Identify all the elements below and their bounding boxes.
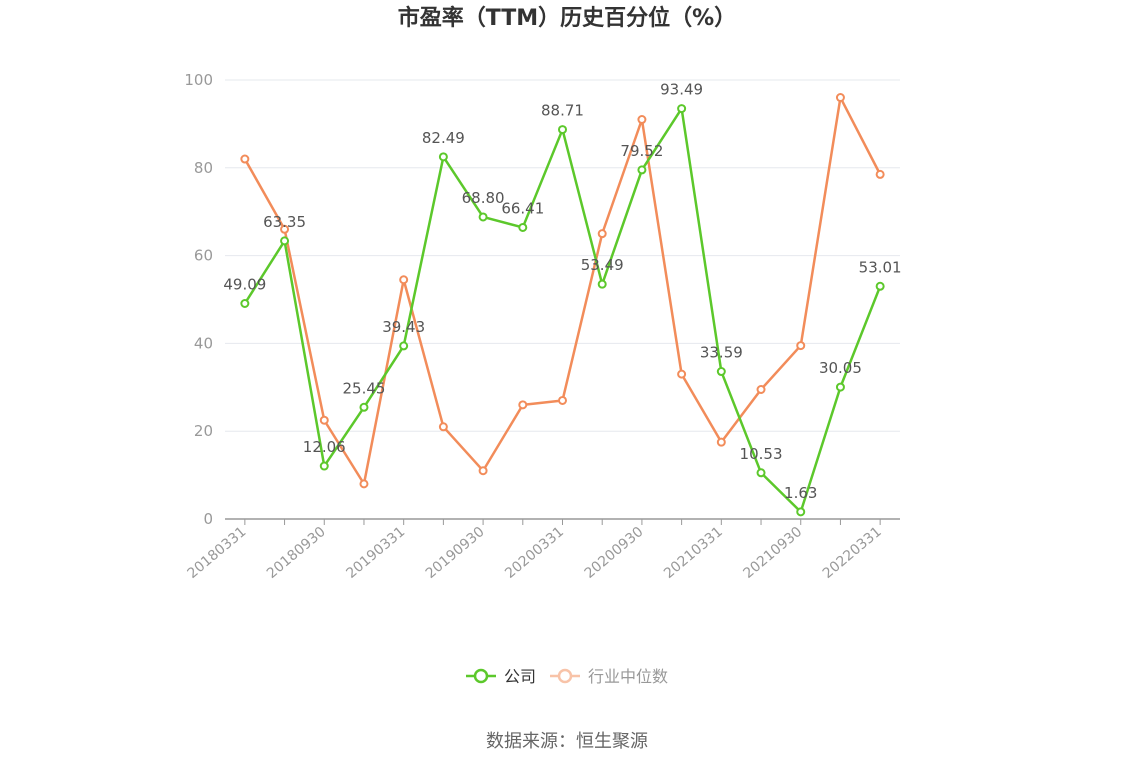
data-labels: 49.09 63.35 12.06 25.45 39.43 82.49 68.8066.41…	[223, 81, 901, 502]
data-point[interactable]	[518, 222, 528, 232]
legend-marker	[557, 668, 573, 684]
data-label: 33.59	[700, 344, 743, 362]
data-point[interactable]	[756, 384, 766, 394]
grid	[225, 79, 900, 432]
data-point[interactable]	[399, 275, 409, 285]
data-label: 63.35	[263, 213, 306, 231]
data-point[interactable]	[478, 466, 488, 476]
data-point[interactable]	[438, 422, 448, 432]
series-line-1	[243, 96, 882, 486]
data-point[interactable]	[796, 507, 806, 517]
data-point[interactable]	[835, 382, 845, 392]
y-tick-label: 0	[203, 510, 213, 528]
data-label: 53.49	[581, 256, 624, 274]
data-label: 12.06	[303, 438, 346, 456]
x-tick-label: 20210331	[661, 524, 726, 582]
data-label: 30.05	[819, 359, 862, 377]
data-point[interactable]	[835, 93, 845, 103]
data-point[interactable]	[558, 125, 567, 135]
x-tick-label: 20220331	[820, 524, 885, 582]
data-point[interactable]	[558, 395, 567, 405]
x-tick-label: 20190930	[423, 524, 488, 582]
data-label: 68.80	[462, 189, 505, 207]
legend-marker	[473, 668, 489, 684]
x-tick-label: 20180930	[264, 524, 329, 582]
data-point[interactable]	[716, 437, 726, 447]
data-label: 82.49	[422, 129, 465, 147]
data-point[interactable]	[677, 369, 687, 379]
legend-item-0[interactable]: 公司	[466, 667, 536, 686]
data-point[interactable]	[478, 212, 488, 222]
data-label: 1.63	[784, 484, 817, 502]
data-label: 93.49	[660, 81, 703, 99]
data-point[interactable]	[796, 341, 806, 351]
data-label: 25.45	[342, 379, 385, 397]
data-label: 79.52	[620, 142, 663, 160]
data-label: 39.43	[382, 318, 425, 336]
data-point[interactable]	[518, 400, 528, 410]
source-note: 数据来源：恒生聚源	[486, 731, 648, 752]
data-point[interactable]	[756, 468, 766, 478]
x-tick-label: 20210930	[740, 524, 805, 582]
data-point[interactable]	[399, 341, 409, 351]
data-point[interactable]	[280, 236, 290, 246]
legend-item-1[interactable]: 行业中位数	[550, 667, 668, 686]
y-tick-label: 80	[194, 159, 213, 177]
data-point[interactable]	[359, 402, 369, 412]
data-point[interactable]	[677, 104, 687, 114]
data-point[interactable]	[597, 279, 607, 289]
data-point[interactable]	[319, 461, 329, 471]
data-point[interactable]	[597, 229, 607, 239]
y-tick-label: 100	[184, 71, 213, 89]
data-point[interactable]	[280, 224, 290, 234]
y-tick-label: 40	[194, 334, 213, 352]
data-label: 88.71	[541, 102, 584, 120]
data-point[interactable]	[637, 115, 647, 125]
x-tick-label: 20200930	[582, 524, 647, 582]
data-point[interactable]	[637, 165, 647, 175]
x-tick-label: 20200331	[502, 524, 567, 582]
series-layer	[240, 93, 885, 517]
data-point[interactable]	[875, 169, 885, 179]
chart-title: 市盈率（TTM）历史百分位（%）	[398, 5, 736, 31]
legend-label: 公司	[504, 667, 536, 686]
x-tick-label: 20180331	[185, 524, 250, 582]
data-point[interactable]	[438, 152, 448, 162]
data-point[interactable]	[875, 281, 885, 291]
legend-label: 行业中位数	[588, 667, 668, 686]
data-point[interactable]	[359, 479, 369, 489]
data-point[interactable]	[240, 298, 250, 308]
data-point[interactable]	[319, 415, 329, 425]
data-label: 66.41	[501, 199, 544, 217]
data-label: 10.53	[740, 445, 783, 463]
data-point[interactable]	[240, 154, 250, 164]
data-point[interactable]	[716, 367, 726, 377]
x-tick-label: 20190331	[343, 524, 408, 582]
y-tick-label: 60	[194, 247, 213, 265]
data-label: 53.01	[859, 258, 902, 276]
y-tick-label: 20	[194, 422, 213, 440]
data-label: 49.09	[223, 275, 266, 293]
legend[interactable]: 公司 行业中位数	[466, 667, 668, 686]
